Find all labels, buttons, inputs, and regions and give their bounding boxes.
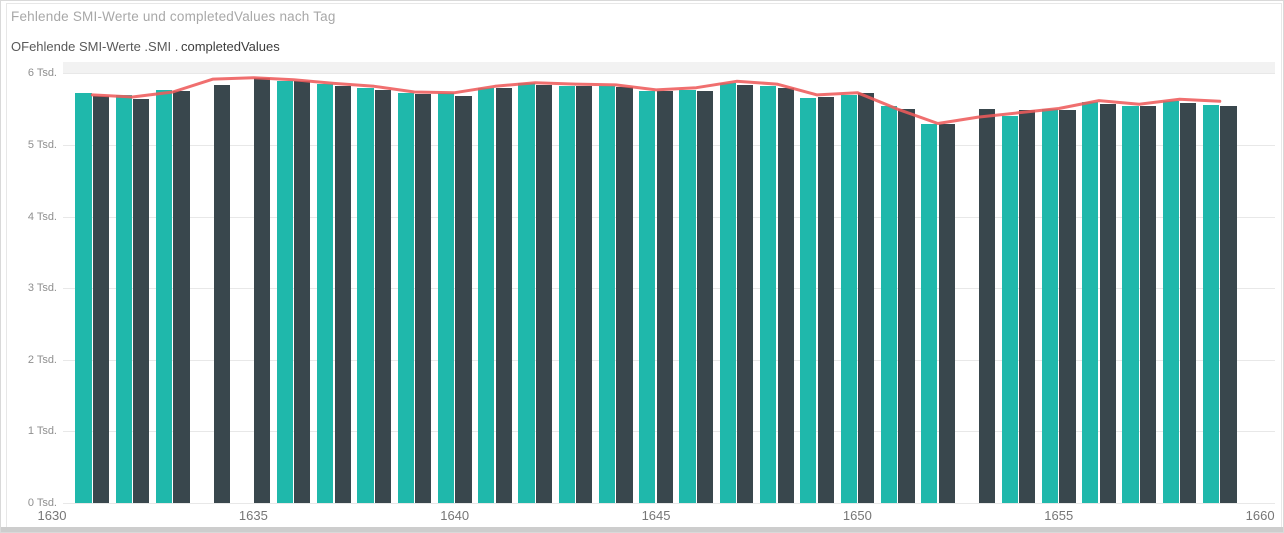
bar-fehlende-smi-werte[interactable] bbox=[679, 89, 696, 503]
bar-completedvalues[interactable] bbox=[576, 86, 593, 503]
plot-top-band bbox=[63, 62, 1275, 74]
bar-fehlende-smi-werte[interactable] bbox=[317, 84, 334, 503]
bar-fehlende-smi-werte[interactable] bbox=[1202, 104, 1220, 503]
bar-completedvalues[interactable] bbox=[898, 108, 915, 503]
bar-fehlende-smi-werte[interactable] bbox=[478, 87, 495, 503]
bar-fehlende-smi-werte[interactable] bbox=[357, 87, 374, 503]
bar-completedvalues[interactable] bbox=[1139, 106, 1157, 503]
y-axis-tick-label: 5 Tsd. bbox=[27, 139, 57, 151]
bar-fehlende-smi-werte[interactable] bbox=[880, 105, 898, 503]
bar-completedvalues[interactable] bbox=[374, 89, 392, 503]
bar-fehlende-smi-werte[interactable] bbox=[1162, 101, 1179, 503]
bar-completedvalues[interactable] bbox=[938, 124, 955, 503]
bar-completedvalues[interactable] bbox=[415, 94, 432, 503]
bar-completedvalues[interactable] bbox=[616, 87, 633, 503]
x-axis-tick-label: 1635 bbox=[238, 508, 268, 523]
y-axis-tick-label: 2 Tsd. bbox=[27, 353, 57, 366]
bar-fehlende-smi-werte[interactable] bbox=[115, 94, 132, 503]
bar-fehlende-smi-werte[interactable] bbox=[397, 92, 414, 503]
bar-completedvalues[interactable] bbox=[696, 90, 714, 503]
bar-completedvalues[interactable] bbox=[133, 98, 150, 503]
y-axis-tick-label: 4 Tsd. bbox=[27, 210, 57, 223]
bar-completedvalues[interactable] bbox=[495, 88, 512, 503]
bar-completedvalues[interactable] bbox=[858, 92, 875, 503]
bar-fehlende-smi-werte[interactable] bbox=[1041, 109, 1059, 503]
bar-fehlende-smi-werte[interactable] bbox=[558, 85, 575, 503]
bar-completedvalues[interactable] bbox=[978, 109, 996, 503]
bar-fehlende-smi-werte[interactable] bbox=[518, 83, 535, 503]
legend-item-fehlende-smi-werte[interactable]: OFehlende SMI-Werte .SMI . bbox=[11, 39, 178, 54]
bar-completedvalues[interactable] bbox=[334, 86, 351, 503]
y-axis-tick-label: 0 Tsd. bbox=[27, 497, 57, 509]
bar-completedvalues[interactable] bbox=[1019, 109, 1036, 503]
x-axis-tick-label: 1650 bbox=[842, 508, 872, 523]
chart-title: Fehlende SMI-Werte und completedValues n… bbox=[11, 9, 336, 24]
legend: OFehlende SMI-Werte .SMI . completedValu… bbox=[1, 39, 1283, 57]
bar-fehlende-smi-werte[interactable] bbox=[719, 83, 736, 503]
bar-fehlende-smi-werte[interactable] bbox=[1082, 102, 1099, 503]
bar-completedvalues[interactable] bbox=[92, 95, 110, 503]
bar-fehlende-smi-werte[interactable] bbox=[1001, 115, 1018, 503]
y-axis-tick-label: 6 Tsd. bbox=[27, 67, 57, 80]
legend-label: completedValues bbox=[181, 39, 280, 54]
y-axis-tick-label: 1 Tsd. bbox=[27, 425, 57, 438]
bar-fehlende-smi-werte[interactable] bbox=[921, 124, 938, 503]
bar-fehlende-smi-werte[interactable] bbox=[800, 97, 817, 503]
bar-fehlende-smi-werte[interactable] bbox=[598, 85, 616, 503]
bar-completedvalues[interactable] bbox=[455, 95, 472, 503]
bar-fehlende-smi-werte[interactable] bbox=[840, 94, 857, 503]
bar-completedvalues[interactable] bbox=[737, 84, 754, 503]
legend-label: Fehlende SMI-Werte .SMI . bbox=[21, 39, 179, 54]
bar-completedvalues[interactable] bbox=[254, 77, 271, 503]
x-axis-tick-label: 1655 bbox=[1044, 508, 1074, 523]
bar-completedvalues[interactable] bbox=[777, 87, 794, 503]
bar-completedvalues[interactable] bbox=[1059, 109, 1076, 503]
y-axis-tick-label: 3 Tsd. bbox=[27, 282, 57, 295]
x-axis-tick-label: 1630 bbox=[37, 508, 67, 523]
bar-completedvalues[interactable] bbox=[213, 84, 230, 503]
bar-completedvalues[interactable] bbox=[1099, 103, 1116, 503]
bar-fehlende-smi-werte[interactable] bbox=[1122, 105, 1139, 503]
bar-fehlende-smi-werte[interactable] bbox=[75, 93, 92, 503]
bar-completedvalues[interactable] bbox=[1180, 102, 1197, 503]
bar-completedvalues[interactable] bbox=[1220, 105, 1237, 503]
legend-item-completedvalues[interactable]: completedValues bbox=[181, 39, 280, 54]
bar-fehlende-smi-werte[interactable] bbox=[760, 86, 777, 503]
x-axis-tick-label: 1645 bbox=[641, 508, 671, 523]
line-series-marker-icon: O bbox=[11, 39, 22, 54]
bar-fehlende-smi-werte[interactable] bbox=[639, 90, 656, 503]
gridline bbox=[63, 73, 1275, 75]
bar-completedvalues[interactable] bbox=[817, 97, 834, 503]
bottom-scrollbar[interactable] bbox=[1, 527, 1283, 532]
x-axis-tick-label: 1660 bbox=[1245, 508, 1275, 523]
bar-completedvalues[interactable] bbox=[294, 81, 311, 503]
bar-completedvalues[interactable] bbox=[173, 90, 190, 503]
bar-fehlende-smi-werte[interactable] bbox=[155, 89, 173, 503]
x-axis-tick-label: 1640 bbox=[440, 508, 470, 523]
bar-fehlende-smi-werte[interactable] bbox=[276, 80, 293, 503]
bar-fehlende-smi-werte[interactable] bbox=[437, 92, 455, 503]
bar-completedvalues[interactable] bbox=[656, 91, 673, 503]
bar-completedvalues[interactable] bbox=[535, 84, 553, 503]
gridline bbox=[63, 503, 1275, 504]
